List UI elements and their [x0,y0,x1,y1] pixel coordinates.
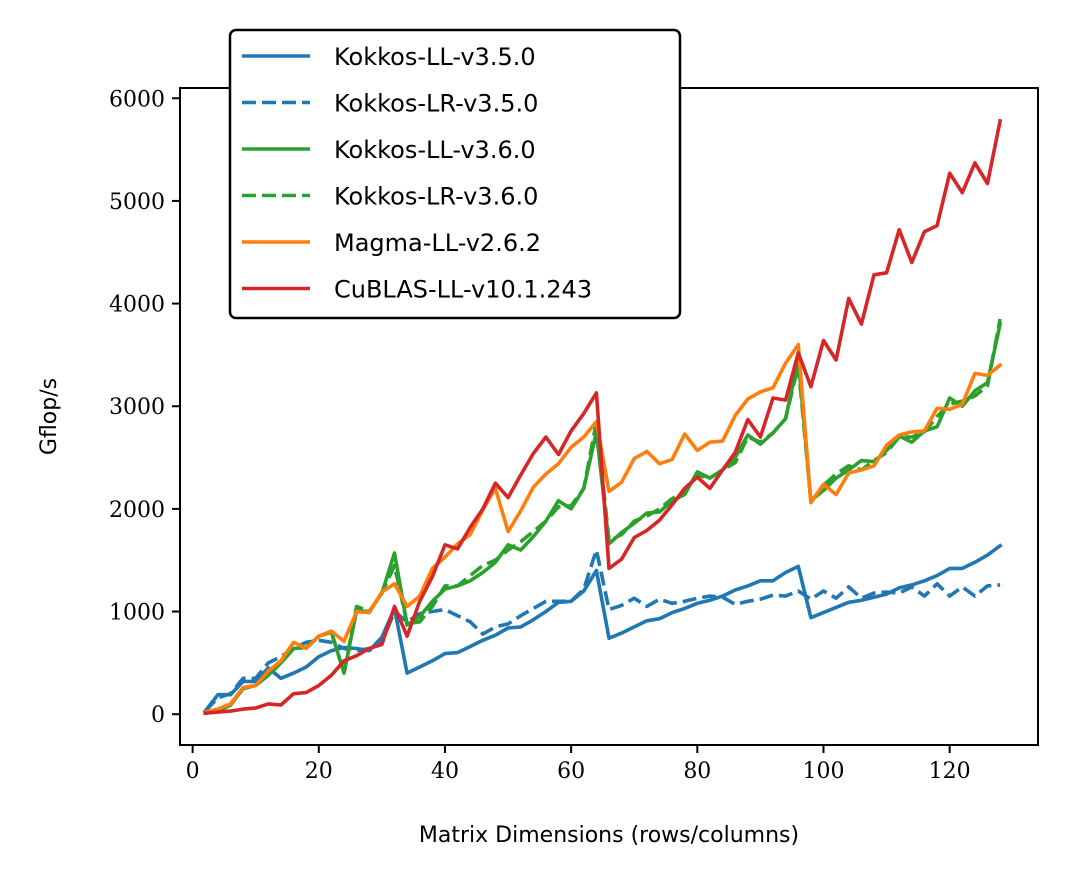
y-tick-label: 6000 [109,87,165,112]
y-axis: 0 1000 2000 3000 4000 5000 6000 [109,87,180,728]
x-tick-label: 60 [557,759,585,784]
plot-lines [202,118,1003,716]
x-tick-label: 80 [683,759,711,784]
legend-label-4: Kokkos-LR-v3.6.0 [334,183,538,211]
x-axis-title: Matrix Dimensions (rows/columns) [419,823,799,848]
x-tick-label: 0 [186,759,200,784]
series-line-1 [202,543,1003,714]
legend-label-6: CuBLAS-LL-v10.1.243 [334,276,592,304]
legend: Kokkos-LL-v3.5.0 Kokkos-LR-v3.5.0 Kokkos-L… [228,28,682,320]
y-axis-title: Gflop/s [37,378,62,455]
series-line-4 [204,318,1002,715]
y-tick-label: 5000 [109,190,165,215]
legend-label-3: Kokkos-LL-v3.6.0 [334,136,536,164]
x-tick-label: 120 [929,759,971,784]
y-tick-label: 2000 [109,498,165,523]
y-tick-label: 3000 [109,395,165,420]
y-tick-label: 0 [151,703,165,728]
x-tick-label: 40 [431,759,459,784]
x-tick-label: 20 [305,759,333,784]
series-line-2 [203,548,1001,713]
legend-box [228,28,682,320]
legend-label-1: Kokkos-LL-v3.5.0 [334,43,536,71]
series-line-6 [203,118,1003,716]
x-axis: 0 20 40 60 80 100 120 [186,745,971,784]
x-tick-label: 100 [803,759,845,784]
y-tick-label: 1000 [109,601,165,626]
series-line-5 [203,342,1003,715]
y-tick-label: 4000 [109,293,165,318]
legend-label-5: Magma-LL-v2.6.2 [334,229,541,257]
legend-label-2: Kokkos-LR-v3.5.0 [334,90,538,118]
